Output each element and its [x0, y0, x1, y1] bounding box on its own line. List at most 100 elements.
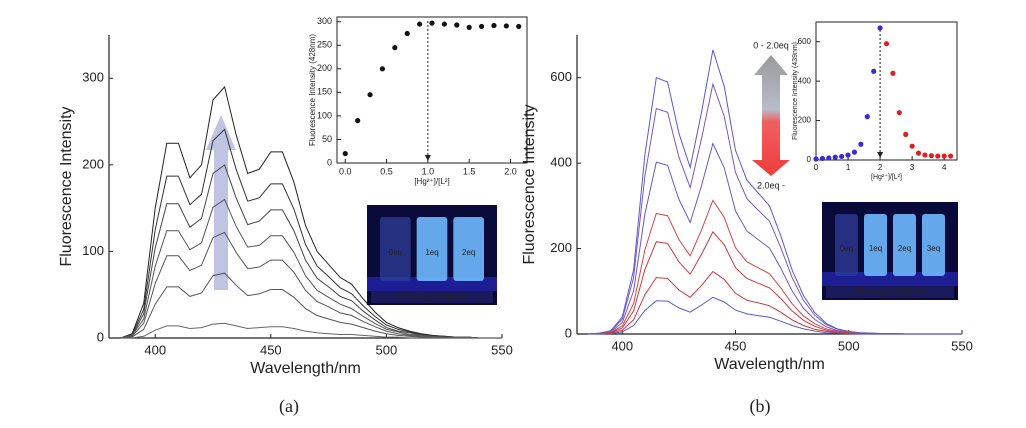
- vial-label: 1eq: [425, 248, 438, 257]
- data-point: [392, 45, 398, 51]
- data-point: [922, 152, 928, 158]
- y-tick-label: 0: [565, 325, 572, 340]
- data-point: [429, 20, 435, 26]
- vial: [380, 217, 411, 281]
- data-point: [851, 149, 858, 155]
- y-tick-label: 200: [317, 63, 332, 73]
- data-point: [947, 153, 954, 159]
- data-point: [832, 154, 838, 160]
- x-tick-label: 3: [910, 163, 915, 172]
- data-point: [871, 68, 877, 74]
- y-tick-label: 300: [317, 16, 332, 26]
- spectrum-line: [120, 272, 502, 339]
- caption: (a): [279, 396, 299, 417]
- data-point: [839, 153, 845, 160]
- reference-arrow: [424, 155, 431, 161]
- data-point: [813, 156, 819, 162]
- chart: 400 450 500 5500200400600Wavelength/nmFluor…: [521, 35, 973, 373]
- data-point: [890, 70, 896, 76]
- spectrum-line: [120, 322, 502, 339]
- y-axis-title: Fluorescence Intensity (428nm): [308, 34, 317, 146]
- x-tick-label: 500: [838, 338, 860, 353]
- plot-frame: [336, 16, 528, 164]
- data-point: [417, 21, 423, 27]
- y-tick-label: 600: [798, 37, 812, 46]
- x-tick-label: 0.5: [380, 166, 393, 176]
- data-point: [935, 153, 941, 159]
- data-point: [503, 23, 509, 29]
- y-axis-title: Fluorescence Intensity (439nm): [792, 42, 799, 140]
- photo-caption: UV-lamp (365nm): [397, 291, 468, 301]
- data-point: [379, 66, 386, 72]
- vial: [922, 214, 945, 276]
- y-tick-label: 150: [317, 87, 332, 97]
- y-tick-label: 600: [550, 69, 572, 84]
- y-tick-label: 400: [798, 76, 812, 85]
- x-tick-label: 2: [878, 163, 883, 172]
- x-tick-label: 400: [611, 338, 633, 353]
- data-point: [404, 30, 410, 37]
- data-point: [355, 118, 361, 124]
- data-point: [342, 150, 348, 157]
- caption: (b): [750, 396, 771, 417]
- y-tick-label: 50: [322, 134, 332, 144]
- data-point: [454, 22, 460, 28]
- vial: [835, 214, 858, 276]
- data-point: [858, 141, 864, 147]
- y-tick-label: 100: [317, 110, 332, 120]
- x-axis-title: [Hg²⁺]/[L²]: [414, 177, 449, 186]
- annotation: 2.0eq -: [757, 180, 785, 190]
- data-point: [864, 114, 870, 120]
- caption-bar: [371, 291, 493, 303]
- data-point: [367, 92, 373, 98]
- x-axis-title: Wavelength/nm: [714, 356, 825, 373]
- caption-bar: [826, 286, 954, 298]
- vial-label: 3eq: [927, 244, 940, 253]
- data-point: [826, 155, 832, 161]
- y-tick-label: 0: [327, 157, 332, 167]
- data-point: [491, 22, 497, 29]
- x-tick-label: 1.0: [422, 166, 435, 176]
- x-tick-label: 400: [144, 342, 166, 357]
- x-tick-label: 450: [260, 342, 282, 357]
- vial-label: 0eq: [840, 244, 853, 253]
- y-tick-label: 200: [798, 116, 812, 125]
- y-tick-label: 200: [550, 240, 572, 255]
- data-point: [877, 25, 883, 31]
- x-tick-label: 500: [376, 342, 398, 357]
- x-axis-title: [Hg²⁺]/[L²]: [871, 173, 902, 181]
- y-tick-label: 0: [97, 329, 104, 344]
- data-point: [516, 23, 522, 30]
- x-tick-label: 4: [942, 163, 947, 172]
- vial: [864, 214, 887, 276]
- y-tick-label: 100: [82, 243, 104, 258]
- data-point: [441, 21, 447, 27]
- x-tick-label: 1: [846, 163, 851, 172]
- y-tick-label: 250: [317, 40, 332, 50]
- vial: [893, 214, 916, 276]
- y-tick-label: 300: [82, 70, 104, 85]
- data-point: [903, 131, 909, 137]
- x-axis-title: Wavelength/nm: [250, 360, 361, 377]
- data-point: [909, 143, 915, 149]
- data-point: [478, 23, 485, 30]
- vial: [453, 217, 484, 281]
- vial-label: 0eq: [389, 248, 402, 257]
- x-tick-label: 2.0: [504, 166, 517, 176]
- y-tick-label: 200: [82, 156, 104, 171]
- data-point: [896, 110, 902, 116]
- spectrum-line: [588, 296, 962, 335]
- annotation: 0 - 2.0eq: [753, 40, 789, 50]
- data-point: [928, 153, 934, 159]
- data-point: [915, 150, 922, 156]
- x-tick-label: 0.0: [339, 166, 352, 176]
- photo-caption: UV-lamp (365nm): [855, 286, 926, 296]
- data-point: [941, 153, 947, 159]
- data-point: [883, 41, 890, 47]
- data-point: [819, 155, 826, 162]
- x-tick-label: 450: [725, 338, 747, 353]
- y-axis-title: Fluorescence Intensity: [521, 104, 538, 264]
- y-axis-title: Fluorescence Intensity: [58, 106, 75, 266]
- data-point: [845, 152, 851, 158]
